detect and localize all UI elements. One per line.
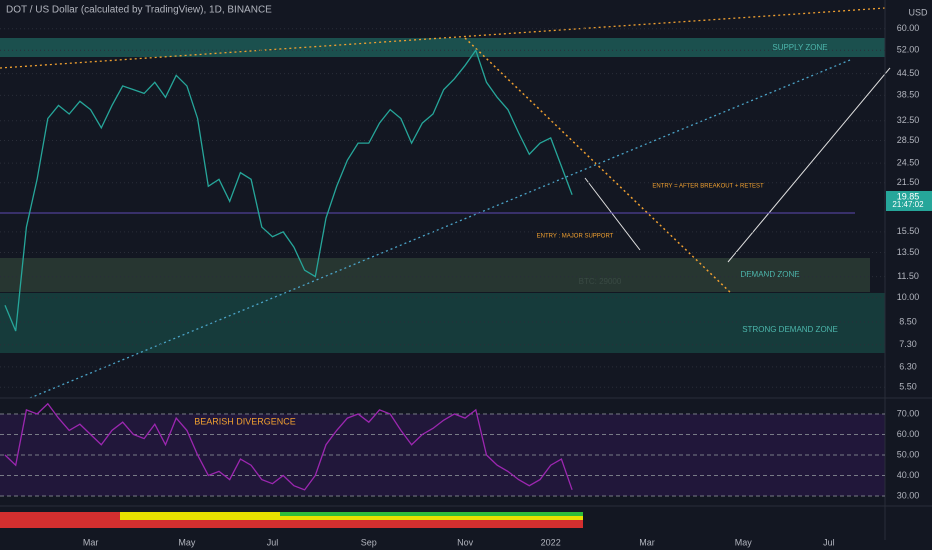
y-tick-label: 40.00	[897, 470, 920, 480]
annotation: ENTRY = AFTER BREAKOUT + RETEST	[652, 184, 764, 190]
annotation: ENTRY : MAJOR SUPPORT	[537, 234, 614, 240]
y-tick-label: 7.30	[899, 339, 917, 349]
x-tick-label: May	[735, 537, 753, 547]
indicator-strip	[280, 512, 583, 516]
y-tick-label: 60.00	[897, 429, 920, 439]
x-tick-label: Jul	[823, 537, 835, 547]
zone-label: BTC: 29000	[579, 277, 622, 286]
series-line	[4, 402, 573, 491]
chart-title: DOT / US Dollar (calculated by TradingVi…	[6, 5, 272, 16]
y-tick-label: 10.00	[897, 292, 920, 302]
y-tick-label: 50.00	[897, 449, 920, 459]
indicator-strip	[0, 512, 120, 520]
zone-label: STRONG DEMAND ZONE	[742, 325, 838, 334]
y-tick-label: 44.50	[897, 68, 920, 78]
trendline	[464, 37, 733, 295]
y-tick-label: 70.00	[897, 408, 920, 418]
x-tick-label: Sep	[361, 537, 377, 547]
series-line	[4, 48, 573, 332]
y-tick-label: 30.00	[897, 490, 920, 500]
annotation: BEARISH DIVERGENCE	[194, 416, 296, 426]
y-tick-label: 11.50	[897, 271, 919, 281]
arrow	[584, 177, 641, 251]
x-tick-label: Mar	[83, 537, 99, 547]
indicator-strip	[0, 520, 583, 528]
zone-label: SUPPLY ZONE	[772, 43, 827, 52]
demand-zone	[0, 258, 870, 292]
y-tick-label: 60.00	[897, 23, 920, 33]
y-tick-label: 24.50	[897, 158, 920, 168]
strong-demand-zone	[0, 293, 885, 353]
y-tick-label: 15.50	[897, 226, 920, 236]
y-tick-label: 52.00	[897, 45, 920, 55]
last-price: 19.85	[897, 191, 920, 201]
countdown: 21:47:02	[892, 200, 924, 209]
y-tick-label: 21.50	[897, 177, 920, 187]
supply-zone	[0, 38, 885, 57]
x-tick-label: Jul	[267, 537, 279, 547]
x-tick-label: Nov	[457, 537, 474, 547]
y-tick-label: 38.50	[897, 90, 920, 100]
price-tag	[886, 191, 932, 211]
y-tick-label: 13.50	[897, 247, 920, 257]
y-tick-label: 6.30	[899, 361, 917, 371]
x-tick-label: 2022	[541, 537, 561, 547]
x-tick-label: May	[178, 537, 196, 547]
y-tick-label: 32.50	[897, 115, 920, 125]
y-tick-label: 8.50	[899, 316, 917, 326]
y-tick-label: 28.50	[897, 135, 920, 145]
currency: USD	[908, 7, 928, 17]
projection	[727, 67, 891, 263]
zone-label: DEMAND ZONE	[740, 270, 799, 279]
y-tick-label: 5.50	[899, 382, 917, 392]
x-tick-label: Mar	[639, 537, 655, 547]
